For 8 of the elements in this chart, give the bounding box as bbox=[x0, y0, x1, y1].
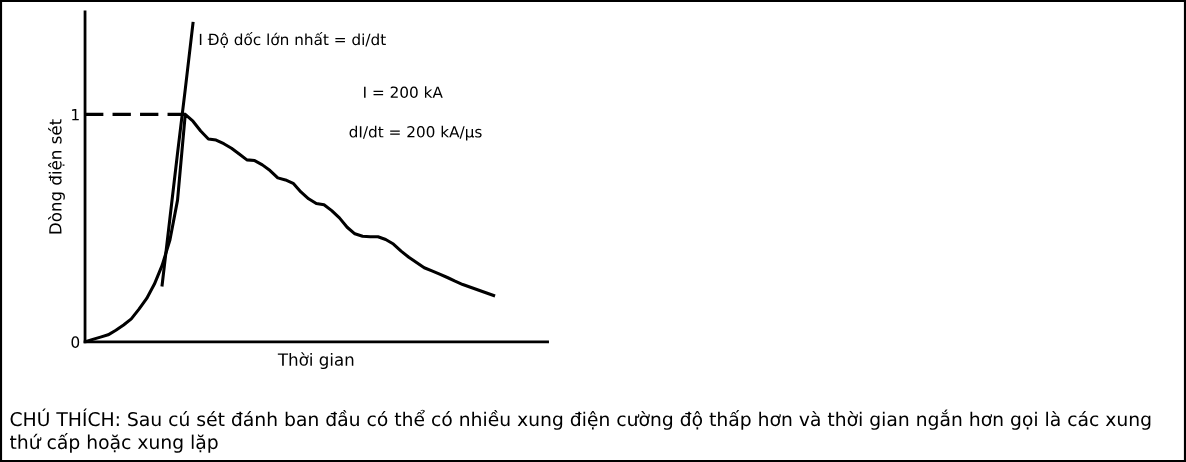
annotation: dI/dt = 200 kA/µs bbox=[349, 125, 482, 141]
annotation: I Độ dốc lớn nhất = di/dt bbox=[199, 32, 386, 48]
x-axis-title: Thời gian bbox=[277, 352, 354, 370]
text: CHÚ THÍCH: Sau cú sét đánh ban đầu có thể có nhiều xung điện cường độ thấp hơn và thời gian ngắn hơn gọi là các xung thứ cấp hoặc xung lặp bbox=[9, 408, 1151, 453]
y-axis-title: Dòng điện sét bbox=[48, 119, 65, 234]
annotation: I = 200 kA bbox=[364, 86, 443, 98]
y-tick-label: 1 bbox=[72, 109, 79, 121]
y-tick-label: 0 bbox=[71, 336, 80, 348]
